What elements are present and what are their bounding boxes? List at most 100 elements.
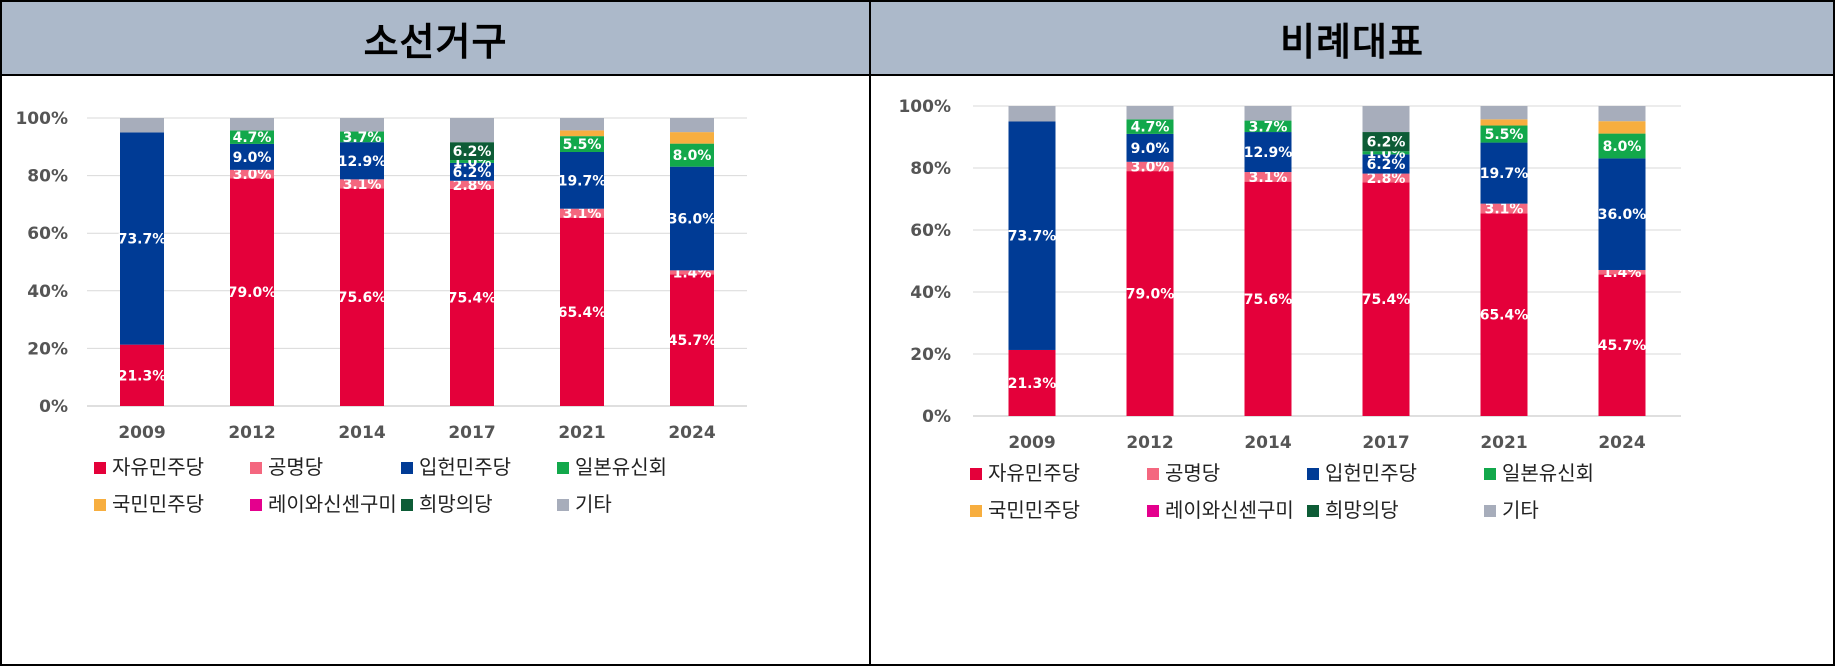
- bar-segment: [450, 160, 494, 163]
- y-tick-label: 20%: [27, 339, 68, 359]
- data-label: 8.0%: [1603, 139, 1642, 155]
- y-tick-label: 100%: [898, 97, 951, 117]
- bar-segment: [670, 166, 714, 271]
- bar-segment: [450, 188, 494, 406]
- legend-label: 일본유신회: [1502, 461, 1594, 485]
- data-label: 65.4%: [558, 305, 607, 321]
- legend-swatch: [94, 499, 106, 511]
- data-label: 75.4%: [448, 290, 497, 306]
- data-label: 3.0%: [233, 167, 272, 183]
- legend-label: 국민민주당: [988, 498, 1080, 522]
- bar-segment: [1362, 182, 1410, 416]
- bar-segment: [230, 143, 274, 170]
- data-label: 12.9%: [338, 154, 387, 170]
- bar-segment: [1598, 133, 1646, 159]
- panel-title: 비례대표: [1280, 19, 1424, 64]
- legend-label: 레이와신센구미: [268, 492, 397, 516]
- data-label: 3.1%: [1485, 201, 1524, 217]
- panel-title: 소선거구: [363, 19, 508, 64]
- x-tick-label: 2021: [1480, 433, 1527, 453]
- bar-segment: [450, 162, 494, 181]
- y-tick-label: 0%: [39, 397, 68, 417]
- bar-segment: [1480, 142, 1528, 204]
- bar-segment: [230, 169, 274, 179]
- bar-segment: [1244, 106, 1292, 121]
- data-label: 6.2%: [1367, 157, 1406, 173]
- legend-label: 레이와신센구미: [1165, 498, 1294, 522]
- bar-segment: [560, 208, 604, 218]
- panel-header: 비례대표: [871, 2, 1833, 76]
- bar-segment: [560, 118, 604, 131]
- bar-segment: [1126, 133, 1174, 162]
- data-label: 3.7%: [343, 130, 382, 146]
- data-label: 4.7%: [1131, 120, 1170, 136]
- legend-label: 입헌민주당: [419, 455, 511, 479]
- data-label: 79.0%: [228, 285, 277, 301]
- y-tick-label: 40%: [910, 283, 951, 303]
- data-label: 73.7%: [1008, 229, 1057, 245]
- bar-segment: [670, 118, 714, 133]
- legend-swatch: [250, 462, 262, 474]
- bar-segment: [670, 270, 714, 275]
- bar-segment: [120, 118, 164, 133]
- data-label: 75.4%: [1362, 292, 1411, 308]
- legend-label: 공명당: [268, 455, 323, 479]
- data-label: 8.0%: [673, 148, 712, 164]
- bar-segment: [450, 142, 494, 161]
- y-tick-label: 80%: [910, 159, 951, 179]
- data-label: 6.2%: [1367, 135, 1406, 151]
- legend-swatch: [557, 499, 569, 511]
- legend-label: 기타: [575, 492, 612, 516]
- legend-swatch: [401, 462, 413, 474]
- bar-segment: [450, 118, 494, 143]
- bar-segment: [120, 132, 164, 345]
- bar-segment: [1244, 120, 1292, 133]
- legend-swatch: [970, 468, 982, 480]
- bar-segment: [1362, 106, 1410, 133]
- bar-segment: [1598, 106, 1646, 122]
- panel-proportional: 비례대표 0% 20% 40% 60% 80% 100% 21.3% 73.7% 2009 79.…: [871, 2, 1833, 664]
- legend-label: 자유민주당: [988, 461, 1080, 485]
- bar-segment: [1480, 119, 1528, 126]
- x-tick-label: 2024: [1598, 433, 1645, 453]
- bar-segment: [1480, 213, 1528, 416]
- y-tick-label: 80%: [27, 167, 68, 187]
- legend-swatch: [1147, 505, 1159, 517]
- bar-segment: [560, 130, 604, 137]
- data-label: 2.8%: [1367, 171, 1406, 187]
- bar-segment: [1480, 106, 1528, 120]
- data-label: 21.3%: [118, 368, 167, 384]
- x-tick-label: 2009: [118, 423, 165, 443]
- x-tick-label: 2017: [1362, 433, 1409, 453]
- legend-swatch: [1484, 468, 1496, 480]
- legend-swatch: [94, 462, 106, 474]
- y-tick-label: 0%: [922, 407, 951, 427]
- bar-segment: [560, 151, 604, 209]
- legend-swatch: [401, 499, 413, 511]
- bar-segment: [560, 217, 604, 406]
- panel-single-member: 소선거구 0% 20% 40% 60% 80% 100% 21.3% 73.7% 2009 79.…: [2, 2, 871, 664]
- data-label: 9.0%: [233, 150, 272, 166]
- x-tick-label: 2024: [668, 423, 715, 443]
- legend-label: 희망의당: [419, 492, 493, 516]
- data-label: 3.1%: [343, 177, 382, 193]
- y-tick-label: 40%: [27, 282, 68, 302]
- bar-segment: [340, 118, 384, 132]
- y-tick-label: 60%: [27, 224, 68, 244]
- bar-segment: [1126, 106, 1174, 120]
- legend-swatch: [1307, 468, 1319, 480]
- bar-segment: [1244, 172, 1292, 182]
- x-tick-label: 2014: [1244, 433, 1291, 453]
- data-label: 2.8%: [453, 178, 492, 194]
- bar-segment: [450, 180, 494, 189]
- legend-label: 일본유신회: [575, 455, 667, 479]
- bar-segment: [560, 136, 604, 152]
- x-tick-label: 2012: [228, 423, 275, 443]
- bar-segment: [340, 131, 384, 143]
- data-label: 45.7%: [1598, 338, 1647, 354]
- bar-segment: [340, 188, 384, 406]
- data-label: 6.2%: [453, 165, 492, 181]
- bar-segment: [1362, 154, 1410, 174]
- panel-header: 소선거구: [2, 2, 869, 76]
